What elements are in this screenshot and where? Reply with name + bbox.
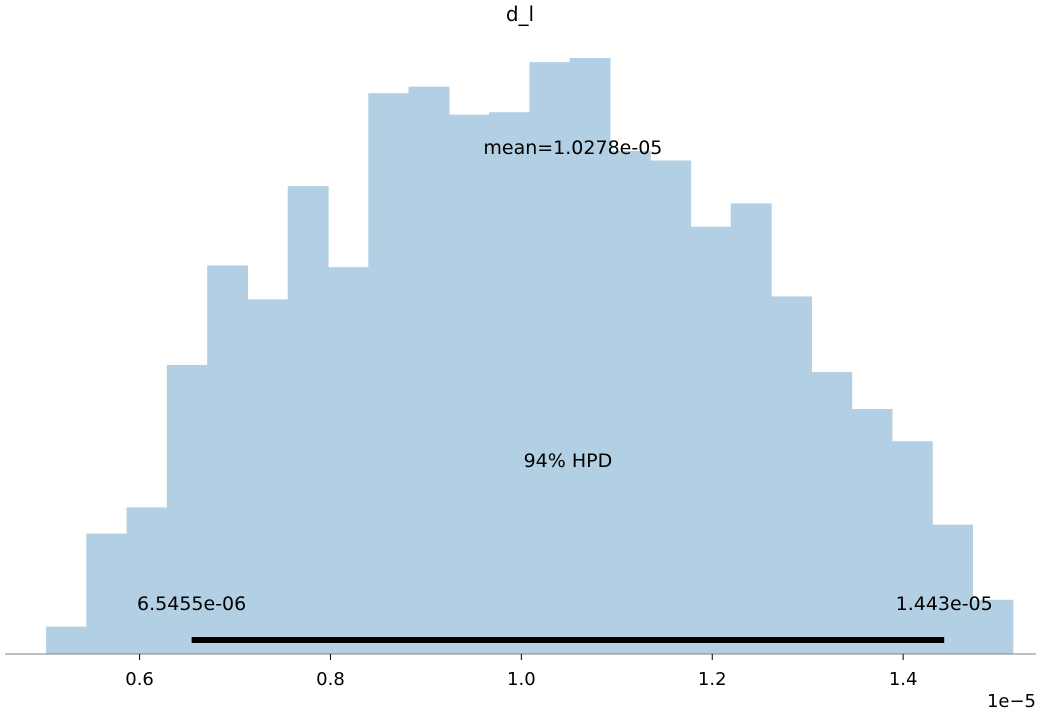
histogram-bar [730,203,772,654]
histogram-bar [650,160,692,654]
x-tick-label: 0.8 [316,669,345,690]
histogram-bar [569,58,611,654]
histogram-bar [166,364,208,654]
histogram-bar [529,62,571,655]
histogram-bar [972,599,1014,654]
histogram-bar [771,296,812,654]
histogram-bar [891,441,933,654]
x-axis-ticks: 0.6 0.8 1.0 1.2 1.4 [125,654,917,690]
hpd-lower-bound-label: 6.5455e-06 [137,593,246,615]
hpd-upper-bound-label: 1.443e-05 [896,593,993,615]
histogram-bar [408,86,450,654]
histogram-bar [690,226,732,654]
x-axis-offset-label: 1e−5 [987,691,1036,712]
histogram-bar [86,533,128,654]
histogram-bar [287,186,329,654]
histogram-bar [327,267,369,654]
histogram-bar [207,265,249,654]
histogram-bars [46,58,1014,655]
histogram-bar [811,372,853,654]
hpd-annotation: 94% HPD [524,450,613,472]
histogram-bar [46,626,87,654]
mean-annotation: mean=1.0278e-05 [483,137,662,159]
x-tick-label: 1.4 [889,669,918,690]
x-tick-label: 1.2 [698,669,727,690]
histogram-bar [851,409,893,654]
chart-title: d_l [506,2,534,26]
histogram-bar [247,299,289,654]
histogram-bar [126,507,168,654]
x-tick-label: 0.6 [125,669,154,690]
histogram-bar [489,112,530,654]
histogram-bar [609,150,651,654]
histogram-bar [932,524,974,654]
histogram-bar [448,114,490,655]
histogram-bar [368,93,410,654]
x-tick-label: 1.0 [507,669,536,690]
